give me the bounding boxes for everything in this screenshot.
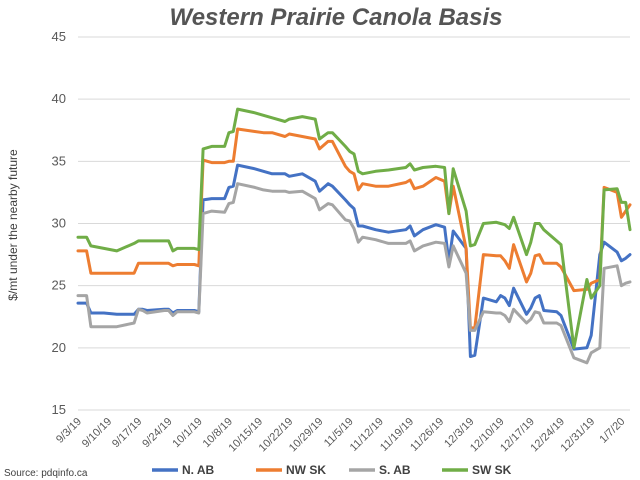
y-axis-ticks: 15 20 25 30 35 40 45	[52, 29, 66, 417]
series-line-sw-sk	[76, 107, 632, 350]
y-tick-label: 45	[52, 29, 66, 44]
series-lines	[76, 107, 632, 365]
y-axis-label: $/mt under the nearby future	[6, 149, 20, 301]
gridlines	[78, 36, 630, 411]
legend-label-s-ab: S. AB	[379, 463, 411, 477]
legend-label-n-ab: N. AB	[182, 463, 215, 477]
legend: N. AB NW SK S. AB SW SK	[152, 463, 512, 477]
y-tick-label: 20	[52, 340, 66, 355]
chart-title: Western Prairie Canola Basis	[169, 4, 502, 31]
y-tick-label: 25	[52, 278, 66, 293]
y-tick-label: 40	[52, 91, 66, 106]
legend-label-sw-sk: SW SK	[472, 463, 512, 477]
y-tick-label: 15	[52, 402, 66, 417]
legend-label-nw-sk: NW SK	[286, 463, 326, 477]
series-line-s-ab	[76, 182, 632, 365]
series-line-nw-sk	[76, 127, 632, 330]
source-note: Source: pdqinfo.ca	[4, 468, 88, 479]
y-tick-label: 30	[52, 216, 66, 231]
y-tick-label: 35	[52, 153, 66, 168]
